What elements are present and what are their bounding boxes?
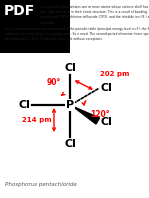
Polygon shape bbox=[73, 107, 100, 124]
Text: Cl: Cl bbox=[64, 63, 76, 73]
Text: Cl: Cl bbox=[101, 117, 113, 127]
Text: Phosphorus pentachloride: Phosphorus pentachloride bbox=[5, 182, 77, 187]
Text: Cl: Cl bbox=[101, 83, 113, 93]
Text: Cl: Cl bbox=[64, 139, 76, 149]
Text: 202 pm: 202 pm bbox=[100, 71, 129, 77]
Text: Cl: Cl bbox=[18, 100, 30, 110]
Text: PDF: PDF bbox=[4, 4, 35, 18]
Text: 120°: 120° bbox=[90, 110, 110, 119]
Text: 214 pm: 214 pm bbox=[22, 117, 52, 123]
Text: 90°: 90° bbox=[47, 78, 61, 87]
Text: is a molecule that contains one or more atoms whose valence shell has been more
: is a molecule that contains one or more … bbox=[40, 5, 149, 25]
Text: P: P bbox=[66, 100, 74, 110]
Text: For the elements in the elevated period of the periodic table (principal-energy-: For the elements in the elevated period … bbox=[5, 27, 149, 41]
